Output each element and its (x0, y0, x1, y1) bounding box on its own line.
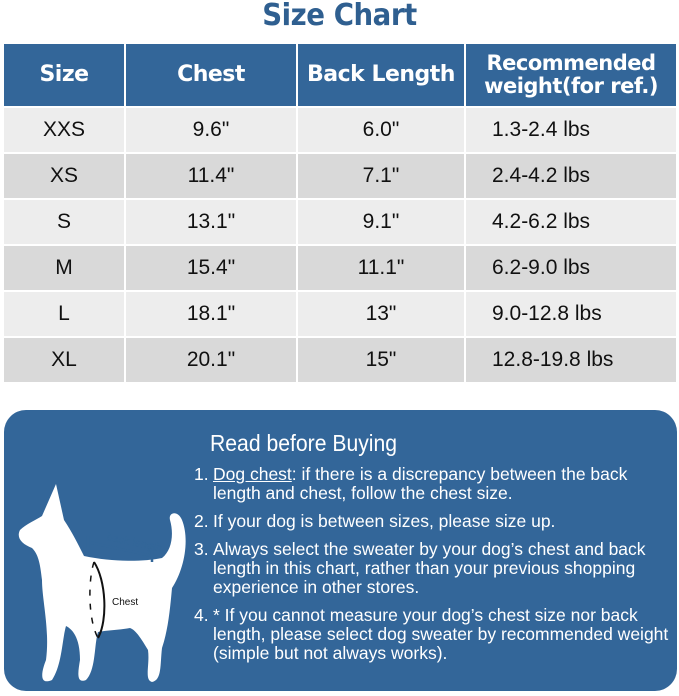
cell-chest: 18.1" (126, 292, 296, 336)
header-chest: Chest (126, 44, 296, 106)
note-text: * If you cannot measure your dog’s chest… (213, 605, 669, 663)
note-text: Always select the sweater by your dog’s … (213, 539, 646, 597)
header-size: Size (4, 44, 124, 106)
note-number: 3. (194, 539, 209, 559)
header-back-length: Back Length (298, 44, 464, 106)
cell-size: L (4, 292, 124, 336)
cell-weight: 2.4-4.2 lbs (466, 154, 676, 198)
cell-chest: 11.4" (126, 154, 296, 198)
cell-chest: 13.1" (126, 200, 296, 244)
note-item: 4. * If you cannot measure your dog’s che… (194, 606, 674, 663)
cell-size: XS (4, 154, 124, 198)
cell-weight: 9.0-12.8 lbs (466, 292, 676, 336)
table-row: XXS 9.6" 6.0" 1.3-2.4 lbs (4, 108, 676, 152)
note-number: 2. (194, 511, 209, 531)
cell-chest: 20.1" (126, 338, 296, 382)
note-item: 2. If your dog is between sizes, please s… (194, 512, 674, 531)
cell-back-length: 6.0" (298, 108, 464, 152)
note-text: If your dog is between sizes, please siz… (213, 511, 556, 531)
note-item: 1. Dog chest: if there is a discrepancy b… (194, 465, 674, 503)
note-number: 4. (194, 605, 209, 625)
cell-size: S (4, 200, 124, 244)
table-row: S 13.1" 9.1" 4.2-6.2 lbs (4, 200, 676, 244)
cell-size: XXS (4, 108, 124, 152)
cell-weight: 12.8-19.8 lbs (466, 338, 676, 382)
cell-back-length: 13" (298, 292, 464, 336)
cell-weight: 4.2-6.2 lbs (466, 200, 676, 244)
table-row: L 18.1" 13" 9.0-12.8 lbs (4, 292, 676, 336)
cell-back-length: 9.1" (298, 200, 464, 244)
read-before-buying-panel: back length Chest Read before Buying 1. D… (4, 410, 677, 691)
chest-label: Chest (112, 597, 138, 608)
note-text: : if there is a discrepancy between the … (213, 464, 628, 503)
cell-back-length: 11.1" (298, 246, 464, 290)
cell-chest: 15.4" (126, 246, 296, 290)
cell-back-length: 15" (298, 338, 464, 382)
notes-heading: Read before Buying (210, 430, 398, 456)
cell-size: M (4, 246, 124, 290)
table-row: XS 11.4" 7.1" 2.4-4.2 lbs (4, 154, 676, 198)
note-number: 1. (194, 464, 209, 484)
page-title: Size Chart (262, 0, 417, 33)
size-table: Size Chest Back Length Recommended weigh… (2, 42, 678, 384)
notes-list: 1. Dog chest: if there is a discrepancy b… (194, 465, 674, 672)
cell-weight: 1.3-2.4 lbs (466, 108, 676, 152)
header-weight: Recommended weight(for ref.) (466, 44, 676, 106)
cell-chest: 9.6" (126, 108, 296, 152)
cell-weight: 6.2-9.0 lbs (466, 246, 676, 290)
note-item: 3. Always select the sweater by your dog’… (194, 540, 674, 597)
dog-chest-term: Dog chest (213, 464, 292, 484)
table-row: M 15.4" 11.1" 6.2-9.0 lbs (4, 246, 676, 290)
table-header: Size Chest Back Length Recommended weigh… (4, 44, 676, 106)
cell-size: XL (4, 338, 124, 382)
dog-silhouette-icon: back length Chest (18, 484, 186, 682)
cell-back-length: 7.1" (298, 154, 464, 198)
table-row: XL 20.1" 15" 12.8-19.8 lbs (4, 338, 676, 382)
